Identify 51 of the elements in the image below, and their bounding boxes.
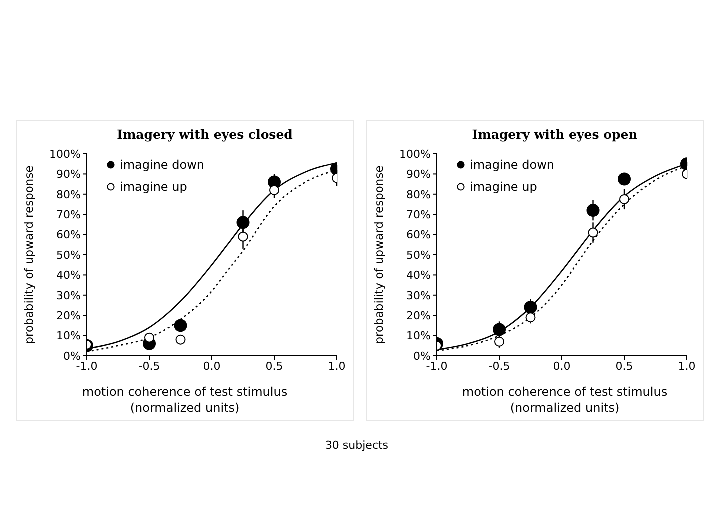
legend-label: imagine down bbox=[120, 157, 205, 174]
y-tick-label: 40% bbox=[406, 269, 431, 282]
x-tick-label: 0.0 bbox=[553, 360, 571, 373]
y-tick-label: 70% bbox=[406, 208, 431, 222]
x-tick-label: 0.5 bbox=[616, 360, 634, 373]
legend-label: imagine down bbox=[470, 157, 555, 174]
y-tick-label: 50% bbox=[56, 248, 81, 262]
y-tick-label: 10% bbox=[406, 330, 431, 343]
y-tick-label: 60% bbox=[56, 228, 81, 242]
y-tick-label: 100% bbox=[400, 148, 431, 161]
x-tick-label: 0.0 bbox=[203, 360, 221, 373]
y-axis-title: probability of upward response bbox=[372, 166, 386, 344]
point bbox=[236, 216, 250, 230]
y-tick-label: 80% bbox=[406, 188, 431, 202]
y-tick-label: 50% bbox=[406, 248, 431, 262]
y-tick-label: 90% bbox=[56, 168, 81, 182]
point bbox=[586, 204, 600, 218]
y-tick-label: 80% bbox=[56, 188, 81, 202]
y-tick-label: 60% bbox=[406, 228, 431, 242]
y-tick-label: 30% bbox=[56, 289, 81, 302]
y-tick-label: 100% bbox=[50, 148, 81, 161]
y-tick-label: 10% bbox=[56, 330, 81, 343]
x-tick-label: 1.0 bbox=[678, 360, 696, 373]
legend-label: imagine up bbox=[120, 179, 188, 196]
legend-label: imagine up bbox=[470, 179, 538, 196]
x-tick-label: -0.5 bbox=[138, 360, 160, 373]
y-tick-label: 90% bbox=[406, 168, 431, 182]
point bbox=[238, 232, 248, 242]
y-tick-label: 70% bbox=[56, 208, 81, 222]
chart-title: Imagery with eyes closed bbox=[116, 127, 294, 142]
y-tick-label: 20% bbox=[56, 310, 81, 323]
point bbox=[524, 301, 538, 314]
text: 30 subjects bbox=[324, 439, 390, 452]
point bbox=[174, 319, 188, 332]
point bbox=[620, 194, 630, 204]
y-axis-title: probability of upward response bbox=[22, 166, 36, 344]
x-axis-title: motion coherence of test stimulus (normalized units) bbox=[461, 384, 669, 416]
point bbox=[526, 312, 536, 323]
point bbox=[270, 185, 280, 196]
x-tick-label: -0.5 bbox=[488, 360, 510, 373]
point bbox=[176, 334, 186, 345]
chart-title: Imagery with eyes open bbox=[471, 127, 639, 142]
point bbox=[144, 332, 154, 343]
x-tick-label: 1.0 bbox=[328, 360, 346, 373]
y-tick-label: 40% bbox=[56, 269, 81, 282]
point bbox=[618, 172, 631, 186]
x-tick-label: 0.5 bbox=[266, 360, 284, 373]
point bbox=[588, 228, 598, 238]
x-axis-title: motion coherence of test stimulus (normalized units) bbox=[81, 384, 289, 416]
y-tick-label: 20% bbox=[406, 310, 431, 323]
y-tick-label: 30% bbox=[406, 289, 431, 302]
